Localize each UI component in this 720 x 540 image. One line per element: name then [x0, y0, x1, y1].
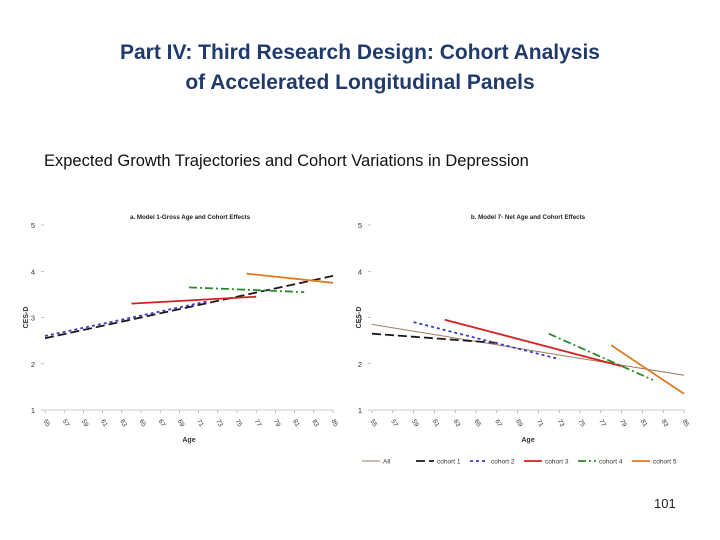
- series-line-cohort-5: [246, 272, 334, 284]
- x-tick-label: 61: [431, 418, 441, 428]
- series-line-cohort-3: [444, 318, 622, 367]
- x-tick-label: 69: [514, 418, 524, 428]
- legend-label: All: [383, 459, 391, 466]
- x-tick-label: 67: [493, 418, 503, 428]
- y-tick-label: 4: [31, 267, 35, 276]
- legend-label: cohort 2: [491, 459, 515, 466]
- x-tick-label: 55: [368, 418, 378, 428]
- series-line-all: [371, 323, 685, 376]
- x-tick-label: 77: [597, 418, 607, 428]
- x-tick-label: 55: [41, 418, 51, 428]
- x-tick-label: 65: [472, 418, 482, 428]
- legend-label: cohort 5: [653, 459, 677, 466]
- chart-title: a. Model 1-Gross Age and Cohort Effects: [130, 214, 251, 221]
- y-tick-label: 5: [31, 221, 35, 230]
- x-tick-label: 61: [99, 418, 109, 428]
- x-tick-label: 57: [389, 418, 399, 428]
- x-tick-label: 69: [176, 418, 186, 428]
- y-tick-label: 4: [358, 267, 362, 276]
- page-number: 101: [654, 496, 676, 511]
- y-tick-label: 2: [31, 360, 35, 369]
- slide-title-line2: of Accelerated Longitudinal Panels: [185, 71, 535, 94]
- x-tick-label: 75: [576, 418, 586, 428]
- x-tick-label: 63: [452, 418, 462, 428]
- legend: All cohort 1 cohort 2 cohort 3 cohort 4 cohor…: [362, 459, 677, 466]
- x-tick-label: 79: [618, 418, 628, 428]
- x-tick-label: 85: [329, 418, 339, 428]
- x-tick-label: 85: [680, 418, 690, 428]
- series-line-cohort-4: [188, 286, 305, 293]
- legend-label: cohort 4: [599, 459, 623, 466]
- series-line-cohort-2: [413, 321, 560, 360]
- legend-label: cohort 1: [437, 459, 461, 466]
- chart-panel-b: b. Model 7- Net Age and Cohort Effects 1 2…: [356, 214, 690, 466]
- chart-panel-a: a. Model 1-Gross Age and Cohort Effects 1…: [23, 214, 339, 444]
- x-tick-label: 71: [535, 418, 545, 428]
- chart-title: b. Model 7- Net Age and Cohort Effects: [471, 214, 586, 221]
- x-tick-label: 83: [660, 418, 670, 428]
- x-tick-label: 77: [253, 418, 263, 428]
- x-axis-label: Age: [182, 437, 195, 444]
- x-tick-label: 57: [61, 418, 71, 428]
- y-axis-label: CES-D: [23, 307, 30, 329]
- x-tick-label: 81: [291, 418, 301, 428]
- series-line-cohort-1: [44, 275, 334, 340]
- series-line-cohort-2: [44, 300, 209, 337]
- y-tick-label: 2: [358, 360, 362, 369]
- legend-label: cohort 3: [545, 459, 569, 466]
- x-tick-label: 83: [310, 418, 320, 428]
- x-tick-label: 63: [118, 418, 128, 428]
- slide-subtitle: Expected Growth Trajectories and Cohort …: [44, 152, 529, 170]
- slide-title-line1: Part IV: Third Research Design: Cohort A…: [119, 41, 600, 64]
- x-tick-label: 73: [556, 418, 566, 428]
- series-line-cohort-3: [131, 295, 257, 305]
- y-tick-label: 1: [31, 406, 35, 415]
- series-line-cohort-4: [548, 332, 654, 381]
- slide-title: Part IV: Third Research Design: Cohort A…: [0, 38, 720, 98]
- x-tick-label: 75: [233, 418, 243, 428]
- x-tick-label: 67: [157, 418, 167, 428]
- y-tick-label: 3: [358, 314, 362, 323]
- y-tick-label: 5: [358, 221, 362, 230]
- y-axis-label: CES-D: [356, 307, 363, 329]
- x-tick-label: 79: [272, 418, 282, 428]
- x-tick-label: 73: [214, 418, 224, 428]
- x-axis-label: Age: [521, 437, 534, 444]
- x-tick-label: 65: [137, 418, 147, 428]
- series-line-cohort-1: [371, 332, 497, 344]
- y-tick-label: 1: [358, 406, 362, 415]
- series-line-cohort-5: [610, 344, 685, 395]
- x-tick-label: 71: [195, 418, 205, 428]
- x-tick-label: 59: [80, 418, 90, 428]
- y-tick-label: 3: [31, 314, 35, 323]
- x-tick-label: 59: [410, 418, 420, 428]
- x-tick-label: 81: [639, 418, 649, 428]
